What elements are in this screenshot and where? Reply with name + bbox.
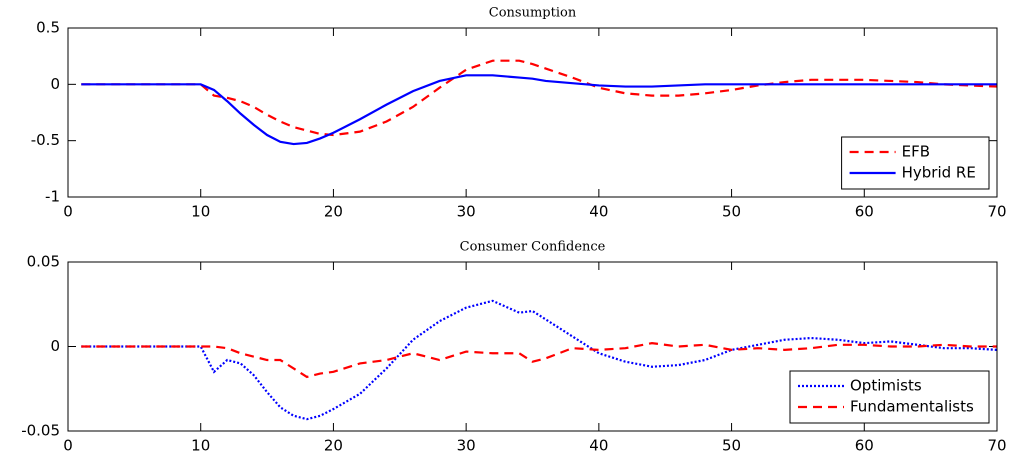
y-tick-label: -1 xyxy=(45,188,60,206)
legend-label: Optimists xyxy=(850,377,922,395)
data-line xyxy=(81,59,998,137)
x-tick-label: 0 xyxy=(63,437,73,455)
x-tick-label: 50 xyxy=(722,203,741,221)
x-tick-label: 40 xyxy=(589,203,608,221)
x-tick-label: 30 xyxy=(457,437,476,455)
x-tick-label: 70 xyxy=(987,437,1006,455)
x-tick-label: 60 xyxy=(855,203,874,221)
x-tick-label: 20 xyxy=(324,437,343,455)
plot-frame xyxy=(67,261,998,432)
x-tick-label: 0 xyxy=(63,203,73,221)
chart-title: Consumer Confidence xyxy=(460,240,606,255)
x-tick-label: 60 xyxy=(855,437,874,455)
legend-label: Fundamentalists xyxy=(850,398,974,416)
legend-label: EFB xyxy=(902,143,930,161)
chart-title: Consumption xyxy=(489,6,577,21)
x-tick-label: 70 xyxy=(987,203,1006,221)
legend-box xyxy=(841,136,990,190)
y-tick-label: 0 xyxy=(50,337,60,355)
y-tick-label: 0.5 xyxy=(36,19,60,37)
x-tick-label: 40 xyxy=(589,437,608,455)
data-line xyxy=(81,299,998,421)
y-tick-label: 0.05 xyxy=(27,253,60,271)
x-tick-label: 30 xyxy=(457,203,476,221)
y-tick-label: -0.5 xyxy=(31,131,60,149)
y-tick-label: -0.05 xyxy=(21,422,60,440)
x-tick-label: 10 xyxy=(191,203,210,221)
x-tick-label: 50 xyxy=(722,437,741,455)
x-tick-label: 20 xyxy=(324,203,343,221)
y-tick-label: 0 xyxy=(50,75,60,93)
data-line xyxy=(81,342,997,379)
legend-box xyxy=(789,370,990,424)
legend-label: Hybrid RE xyxy=(902,164,976,182)
plot-frame xyxy=(67,27,998,198)
x-tick-label: 10 xyxy=(191,437,210,455)
data-line xyxy=(81,74,997,146)
